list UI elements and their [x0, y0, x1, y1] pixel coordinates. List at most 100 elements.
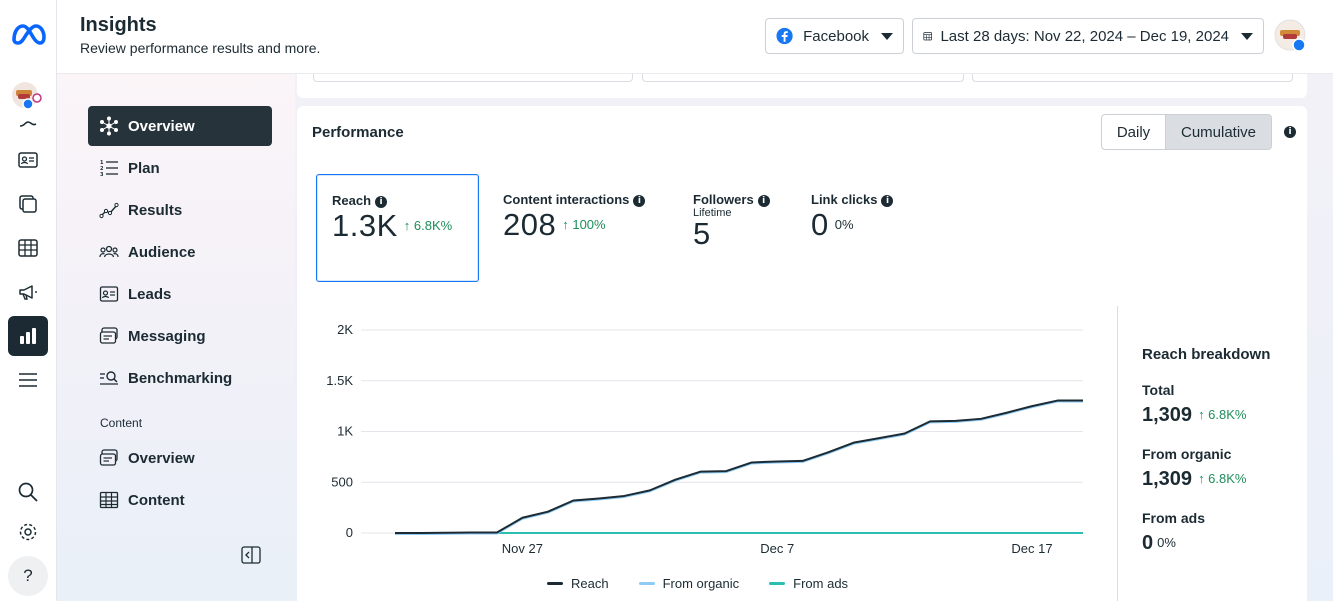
link-clicks-metric[interactable]: Link clicks i 0 0% [797, 174, 917, 282]
info-icon[interactable]: i [757, 195, 770, 207]
date-range-label: Last 28 days: Nov 22, 2024 – Dec 19, 202… [940, 27, 1229, 45]
x-tick-label: Dec 17 [1011, 541, 1052, 556]
settings-gear-icon[interactable] [8, 512, 48, 552]
summary-card [297, 74, 1307, 98]
nav-item-benchmarking[interactable]: Benchmarking [88, 358, 272, 398]
collapse-sidebar-icon[interactable] [241, 546, 261, 564]
nav-item-content-overview[interactable]: Overview [88, 438, 272, 478]
cumulative-toggle-button[interactable]: Cumulative [1165, 114, 1272, 150]
calendar-icon [923, 32, 933, 41]
legend-item-ads[interactable]: From ads [769, 576, 848, 591]
platform-dropdown[interactable]: Facebook [765, 18, 904, 54]
messaging-icon [98, 325, 120, 347]
content-table-icon [98, 489, 120, 511]
toggle-label: Cumulative [1180, 123, 1257, 141]
nav-item-results[interactable]: Results [88, 190, 272, 230]
breakdown-organic-label: From organic [1142, 446, 1232, 462]
legend-item-reach[interactable]: Reach [547, 576, 609, 591]
y-tick-label: 2K [337, 322, 353, 337]
x-tick-label: Dec 7 [760, 541, 794, 556]
date-range-dropdown[interactable]: Last 28 days: Nov 22, 2024 – Dec 19, 202… [912, 18, 1264, 54]
nav-item-overview[interactable]: Overview [88, 106, 272, 146]
legend-swatch [547, 582, 563, 585]
metric-value: 1.3K [332, 208, 398, 243]
metric-change: ↑ 6.8K% [403, 218, 453, 233]
breakdown-organic-value: 1,309 [1142, 468, 1193, 490]
nav-item-messaging[interactable]: Messaging [88, 316, 272, 356]
nav-item-content[interactable]: Content [88, 480, 272, 520]
nav-item-label: Overview [128, 449, 195, 467]
megaphone-icon[interactable] [8, 272, 48, 312]
metric-change: 0% [834, 217, 854, 232]
metric-value: 5 [693, 216, 711, 251]
overview-icon [98, 115, 120, 137]
nav-item-leads[interactable]: Leads [88, 274, 272, 314]
summary-tile [313, 74, 633, 82]
svg-text:3: 3 [100, 172, 104, 178]
metric-value: 0 [811, 207, 829, 242]
legend-label: Reach [571, 576, 609, 591]
nav-item-label: Audience [128, 243, 196, 261]
chevron-down-icon [881, 32, 893, 40]
nav-item-label: Content [128, 491, 185, 509]
nav-item-label: Results [128, 201, 183, 219]
help-icon[interactable]: ? [8, 556, 48, 596]
series-line-reach [395, 399, 1083, 534]
nav-section-content: Content [100, 416, 143, 430]
planner-table-icon[interactable] [8, 228, 48, 268]
reach-line-chart: 0 500 1K 1.5K 2K Nov 27 Dec 7 Dec 17 [326, 322, 1083, 556]
page-header: Insights Review performance results and … [57, 0, 1333, 74]
reach-metric[interactable]: Reach i 1.3K ↑ 6.8K% [316, 174, 479, 282]
nav-item-label: Overview [128, 117, 195, 135]
menu-icon[interactable] [8, 360, 48, 400]
results-icon [98, 199, 120, 221]
search-icon[interactable] [8, 472, 48, 512]
legend-label: From ads [793, 576, 849, 591]
nav-item-audience[interactable]: Audience [88, 232, 272, 272]
pages-icon[interactable] [8, 184, 48, 224]
y-tick-label: 1K [337, 424, 353, 439]
info-icon[interactable]: i [375, 196, 388, 208]
daily-toggle-button[interactable]: Daily [1101, 114, 1166, 150]
content-interactions-metric[interactable]: Content interactions i 208 ↑ 100% [487, 174, 662, 282]
nav-item-label: Messaging [128, 327, 206, 345]
metric-label: Reach [332, 193, 372, 208]
legend-item-organic[interactable]: From organic [638, 576, 740, 591]
platform-label: Facebook [803, 27, 869, 45]
page-title: Insights [80, 14, 157, 36]
audience-icon [98, 241, 120, 263]
account-avatar[interactable] [10, 80, 42, 112]
page-avatar[interactable] [1274, 19, 1308, 53]
activity-icon[interactable] [8, 100, 48, 140]
profile-card-icon[interactable] [8, 140, 48, 180]
nav-item-label: Benchmarking [128, 369, 233, 387]
metric-label: Content interactions [503, 192, 630, 207]
breakdown-title: Reach breakdown [1142, 346, 1271, 363]
breakdown-total-label: Total [1142, 382, 1175, 398]
legend-label: From organic [662, 576, 740, 591]
info-icon[interactable]: i [881, 195, 894, 207]
chevron-down-icon [1241, 32, 1253, 40]
performance-card: Performance Daily Cumulative i Reach i 1.… [297, 106, 1307, 601]
facebook-icon [776, 27, 793, 45]
breakdown-total-value: 1,309 [1142, 404, 1193, 426]
breakdown-ads-label: From ads [1142, 510, 1206, 526]
meta-logo-icon[interactable] [10, 20, 46, 48]
breakdown-total-change: ↑ 6.8K% [1198, 407, 1247, 422]
insights-icon[interactable] [8, 316, 48, 356]
y-tick-label: 500 [331, 474, 353, 489]
nav-item-label: Plan [128, 159, 160, 177]
breakdown-organic-change: ↑ 6.8K% [1198, 471, 1247, 486]
info-icon[interactable]: i [1284, 126, 1296, 138]
page-subtitle: Review performance results and more. [80, 40, 321, 56]
svg-text:1: 1 [100, 160, 104, 166]
followers-metric[interactable]: Followers i Lifetime 5 [678, 174, 788, 282]
info-icon[interactable]: i [633, 195, 646, 207]
reach-breakdown-panel: Reach breakdown Total 1,309 ↑ 6.8K% From … [1117, 306, 1307, 601]
toggle-label: Daily [1116, 123, 1151, 141]
y-tick-label: 0 [346, 525, 353, 540]
y-tick-label: 1.5K [326, 373, 353, 388]
metric-change: ↑ 100% [562, 217, 606, 232]
